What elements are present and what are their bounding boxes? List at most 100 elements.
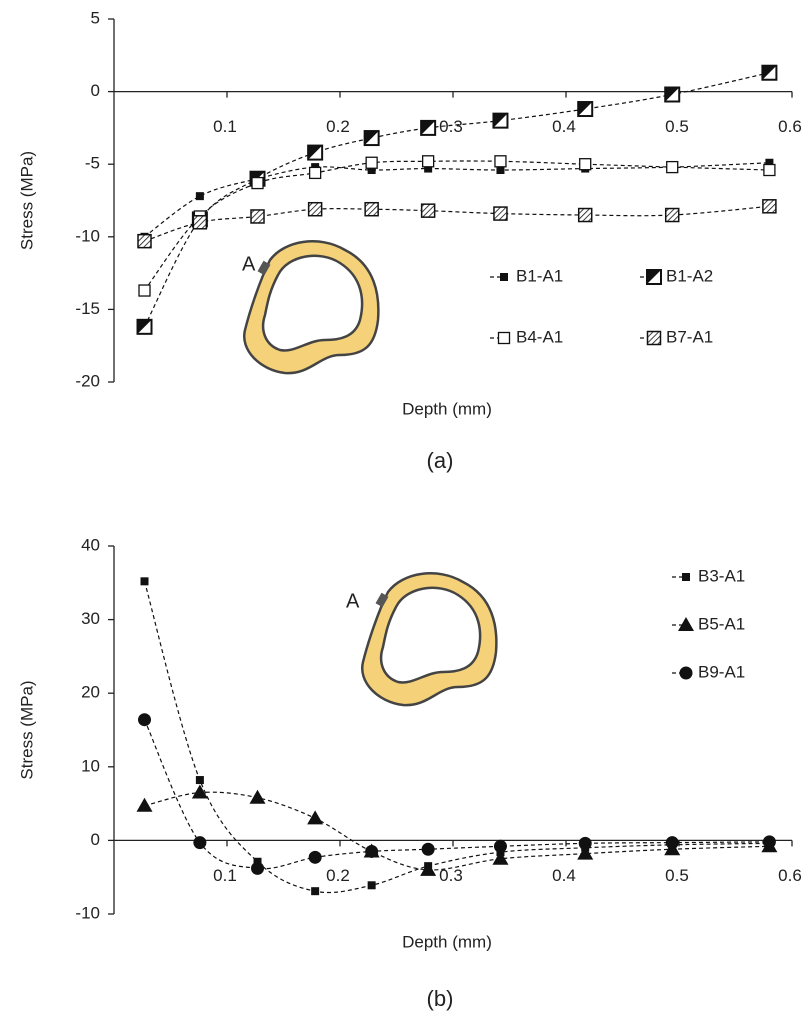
marker	[195, 192, 204, 201]
marker	[579, 158, 592, 171]
marker	[496, 166, 505, 175]
series-line	[144, 160, 770, 291]
y-tick-label: -10	[75, 903, 100, 922]
y-axis-title: Stress (MPa)	[17, 680, 36, 779]
marker-shape	[679, 666, 693, 680]
marker-shape	[424, 164, 433, 173]
y-tick-label: 0	[91, 81, 100, 100]
marker-shape	[421, 842, 435, 856]
marker-shape	[577, 207, 593, 223]
marker	[492, 850, 509, 865]
marker-shape	[497, 331, 511, 345]
marker	[678, 617, 694, 631]
marker-shape	[250, 209, 265, 224]
marker	[363, 130, 380, 147]
marker	[682, 573, 690, 581]
marker-shape	[647, 270, 661, 284]
marker	[577, 207, 593, 223]
marker	[424, 164, 433, 173]
marker	[578, 836, 592, 850]
marker-shape	[193, 836, 207, 850]
marker-shape	[308, 145, 323, 160]
marker	[136, 318, 153, 335]
marker-shape	[420, 861, 437, 876]
marker-shape	[577, 845, 594, 860]
marker-shape	[307, 201, 323, 217]
legend-label: B4-A1	[516, 327, 563, 346]
marker	[421, 842, 435, 856]
marker-shape	[765, 158, 774, 167]
marker	[679, 666, 693, 680]
marker	[765, 158, 774, 167]
marker-shape	[138, 284, 151, 297]
marker	[192, 215, 208, 230]
x-tick-label: 0.6	[778, 866, 802, 885]
x-tick-label: 0.4	[552, 117, 576, 136]
marker	[420, 861, 437, 876]
marker-shape	[500, 273, 508, 281]
marker-shape	[496, 166, 505, 175]
marker-shape	[364, 201, 379, 217]
marker-shape	[137, 233, 152, 249]
legend-label: B5-A1	[698, 614, 745, 633]
y-tick-label: 30	[81, 609, 100, 628]
marker	[762, 835, 776, 849]
marker	[421, 155, 435, 168]
marker	[493, 839, 507, 853]
marker	[193, 836, 207, 850]
marker	[761, 64, 778, 81]
marker-shape	[421, 120, 436, 135]
marker	[307, 144, 324, 161]
marker	[577, 101, 594, 118]
marker	[494, 155, 507, 168]
marker	[665, 836, 679, 850]
series-line	[144, 162, 770, 238]
marker-shape	[420, 203, 436, 218]
y-tick-label: -5	[85, 154, 100, 173]
y-tick-label: 20	[81, 683, 100, 702]
marker-shape	[762, 65, 777, 80]
marker	[364, 201, 379, 217]
marker-shape	[665, 87, 680, 102]
x-tick-label: 0.1	[213, 866, 237, 885]
series-line	[144, 791, 770, 871]
marker-shape	[311, 887, 320, 896]
marker-shape	[666, 160, 679, 174]
marker	[307, 810, 324, 825]
marker-shape	[762, 199, 777, 214]
marker-shape	[492, 850, 509, 865]
marker	[367, 166, 376, 175]
marker-shape	[579, 158, 592, 171]
x-tick-label: 0.3	[439, 866, 463, 885]
marker	[138, 284, 151, 297]
marker-shape	[421, 155, 435, 168]
marker	[251, 176, 264, 190]
marker-shape	[493, 113, 508, 128]
x-tick-label: 0.5	[665, 117, 689, 136]
marker-shape	[307, 810, 324, 825]
marker-shape	[646, 330, 662, 346]
inset-label: A	[242, 253, 256, 275]
marker	[138, 713, 152, 727]
marker	[497, 331, 511, 345]
y-tick-label: 0	[91, 830, 100, 849]
marker-shape	[140, 577, 149, 586]
marker-shape	[493, 206, 508, 221]
y-tick-label: 40	[81, 535, 100, 554]
x-tick-label: 0.4	[552, 866, 576, 885]
marker-shape	[249, 789, 266, 804]
y-tick-label: -10	[75, 226, 100, 245]
x-tick-label: 0.1	[213, 117, 237, 136]
marker-shape	[664, 207, 680, 223]
marker-shape	[308, 850, 322, 864]
marker-shape	[308, 166, 322, 180]
marker	[367, 881, 376, 890]
legend-label: B7-A1	[666, 327, 713, 346]
marker-shape	[493, 839, 507, 853]
marker-shape	[192, 215, 208, 230]
marker	[251, 861, 265, 875]
marker-shape	[678, 617, 694, 631]
marker-shape	[762, 835, 776, 849]
marker-shape	[365, 156, 378, 169]
